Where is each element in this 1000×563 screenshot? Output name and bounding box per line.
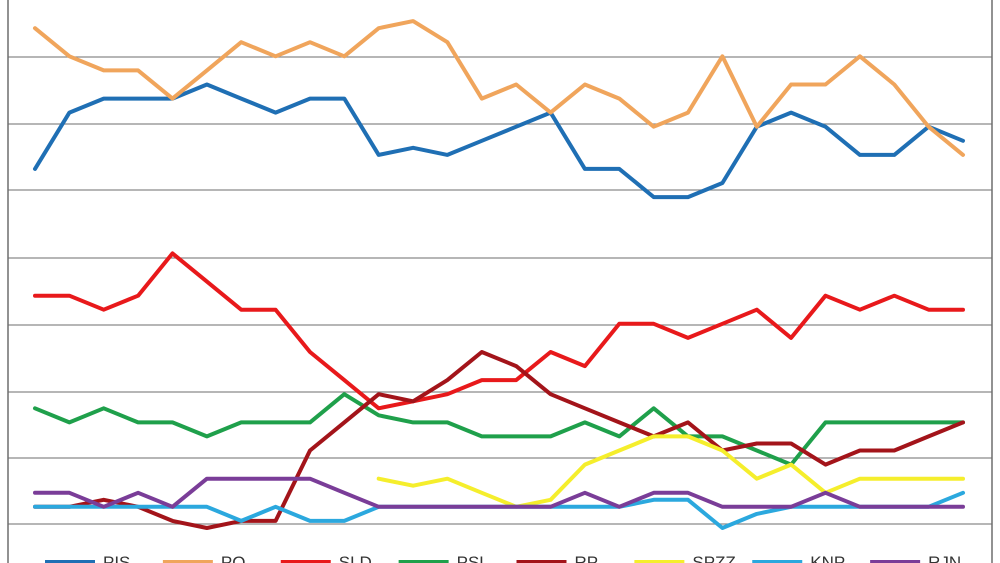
- legend-label-sld: SLD: [339, 553, 372, 563]
- legend: PIS PO SLD PSL RP SPZZ KNP RJN: [45, 553, 961, 563]
- legend-item-po: PO: [162, 553, 246, 563]
- series-line-sld: [33, 251, 965, 411]
- series-line-psl: [33, 392, 965, 467]
- legend-label-spzz: SPZZ: [692, 553, 735, 563]
- legend-item-knp: KNP: [752, 553, 845, 563]
- legend-item-spzz: SPZZ: [634, 553, 736, 563]
- series-line-po: [33, 19, 965, 157]
- legend-item-rp: RP: [516, 553, 599, 563]
- legend-item-sld: SLD: [280, 553, 372, 563]
- legend-label-psl: PSL: [457, 553, 489, 563]
- gridlines: [8, 56, 992, 525]
- legend-label-knp: KNP: [810, 553, 845, 563]
- legend-label-pis: PIS: [103, 553, 130, 563]
- legend-label-po: PO: [221, 553, 246, 563]
- legend-label-rjn: RJN: [928, 553, 961, 563]
- legend-label-rp: RP: [575, 553, 599, 563]
- series-line-spzz: [376, 434, 965, 509]
- series-line-rp: [33, 350, 965, 530]
- series-line-pis: [33, 82, 965, 200]
- legend-item-rjn: RJN: [870, 553, 961, 563]
- legend-item-psl: PSL: [398, 553, 489, 563]
- series-line-rjn: [33, 476, 965, 509]
- legend-item-pis: PIS: [45, 553, 130, 563]
- series-lines: [33, 19, 965, 530]
